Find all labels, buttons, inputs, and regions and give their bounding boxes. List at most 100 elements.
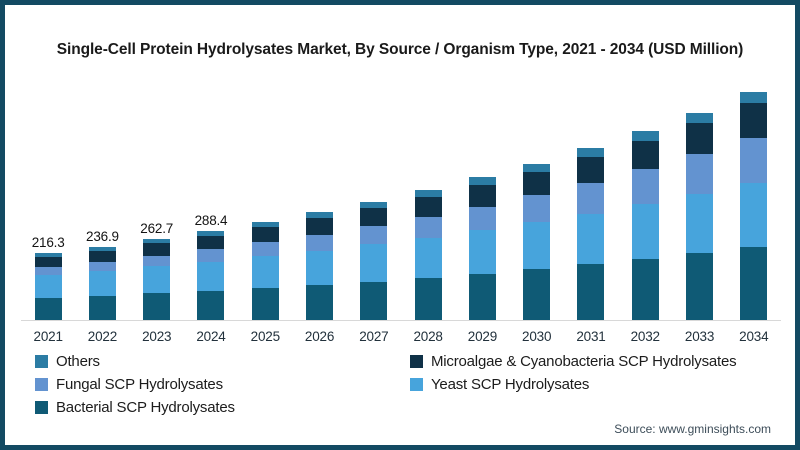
legend-label: Bacterial SCP Hydrolysates [56, 399, 235, 416]
bar-segment-yeast [197, 261, 225, 291]
stacked-bar [468, 177, 496, 320]
legend-label: Yeast SCP Hydrolysates [431, 376, 590, 393]
bar-column [564, 75, 618, 320]
bar-segment-microalgae [740, 103, 768, 138]
bar-column [347, 75, 401, 320]
bar-segment-microalgae [143, 243, 171, 256]
bar-segment-others [197, 230, 225, 236]
legend-swatch-others [35, 355, 48, 368]
x-axis-label: 2032 [630, 329, 660, 344]
stacked-bar [360, 201, 388, 320]
bar-segment-others [577, 148, 605, 157]
bar-total-label: 288.4 [194, 212, 228, 228]
legend-swatch-fungal [35, 378, 48, 391]
bar-column [618, 75, 672, 320]
bar-segment-microalgae [631, 140, 659, 170]
bar-segment-microalgae [306, 218, 334, 235]
bar-segment-fungal [414, 216, 442, 238]
x-axis-label: 2025 [250, 329, 280, 344]
bar-segment-microalgae [197, 235, 225, 250]
x-axis-label: 2021 [33, 329, 63, 344]
x-axis-label: 2029 [467, 329, 497, 344]
legend-swatch-yeast [410, 378, 423, 391]
bar-column: 236.9 [75, 75, 129, 320]
x-axis-label: 2023 [142, 329, 172, 344]
bar-segment-fungal [686, 154, 714, 194]
bar-segment-yeast [523, 222, 551, 270]
legend-label: Microalgae & Cyanobacteria SCP Hydrolysa… [431, 353, 737, 370]
bar-segment-bacterial [631, 259, 659, 320]
bar-column: 216.3 [21, 75, 75, 320]
source-attribution: Source: www.gminsights.com [614, 422, 771, 436]
chart-title: Single-Cell Protein Hydrolysates Market,… [56, 41, 744, 58]
x-axis-label: 2027 [359, 329, 389, 344]
bar-segment-microalgae [523, 171, 551, 196]
bar-segment-yeast [468, 230, 496, 274]
legend-label: Others [56, 353, 100, 370]
bar-segment-fungal [523, 195, 551, 223]
bar-total-label: 262.7 [140, 220, 174, 236]
bar-segment-bacterial [34, 298, 62, 320]
bar-segment-others [523, 163, 551, 172]
bars-plot: 216.3 236.9 262.7 288.4 [21, 75, 781, 321]
x-axis-label: 2031 [576, 329, 606, 344]
bar-segment-yeast [143, 266, 171, 294]
bar-segment-yeast [360, 244, 388, 282]
stacked-bar [88, 246, 116, 320]
bar-segment-fungal [143, 255, 171, 267]
bar-segment-fungal [251, 242, 279, 257]
bar-segment-yeast [251, 256, 279, 288]
bar-segment-others [306, 212, 334, 219]
bar-segment-others [88, 246, 116, 251]
stacked-bar [197, 230, 225, 320]
stacked-bar [251, 221, 279, 320]
bar-column [510, 75, 564, 320]
bar-column [292, 75, 346, 320]
bar-segment-bacterial [306, 284, 334, 320]
bar-segment-fungal [740, 137, 768, 183]
x-axis-label: 2033 [684, 329, 715, 344]
bar-segment-microalgae [414, 197, 442, 217]
legend-item-others: Others [35, 353, 410, 370]
bar-segment-bacterial [686, 253, 714, 320]
bar-segment-bacterial [197, 290, 225, 320]
legend-swatch-bacterial [35, 401, 48, 414]
bar-segment-fungal [631, 169, 659, 205]
bar-segment-yeast [34, 275, 62, 299]
bar-segment-bacterial [468, 273, 496, 320]
x-axis-label: 2024 [196, 329, 226, 344]
stacked-bar [143, 238, 171, 320]
stacked-bar [740, 92, 768, 320]
bar-segment-microalgae [577, 156, 605, 183]
bar-segment-microalgae [34, 257, 62, 268]
bar-total-label: 236.9 [86, 228, 119, 244]
bar-segment-bacterial [143, 293, 171, 320]
stacked-bar [306, 212, 334, 320]
bar-segment-bacterial [740, 246, 768, 320]
bar-column: 262.7 [130, 75, 184, 320]
bar-segment-microalgae [360, 208, 388, 227]
bar-segment-yeast [740, 182, 768, 247]
bar-segment-yeast [88, 271, 116, 296]
bar-column [238, 75, 292, 320]
bar-column [672, 75, 726, 320]
bar-segment-others [414, 190, 442, 198]
bar-segment-others [686, 112, 714, 123]
bar-segment-others [143, 238, 171, 244]
x-axis-label: 2034 [739, 329, 769, 344]
bar-segment-fungal [34, 267, 62, 276]
bar-segment-yeast [686, 193, 714, 254]
stacked-bar [686, 112, 714, 320]
bar-segment-others [34, 253, 62, 258]
bar-segment-others [360, 201, 388, 209]
stacked-bar [414, 190, 442, 320]
bar-segment-bacterial [251, 287, 279, 320]
bar-segment-bacterial [360, 281, 388, 320]
bar-segment-yeast [306, 250, 334, 285]
bar-segment-fungal [306, 234, 334, 251]
bar-segment-microalgae [251, 227, 279, 243]
stacked-bar [523, 163, 551, 320]
bar-segment-bacterial [88, 295, 116, 320]
x-axis-label: 2028 [413, 329, 443, 344]
